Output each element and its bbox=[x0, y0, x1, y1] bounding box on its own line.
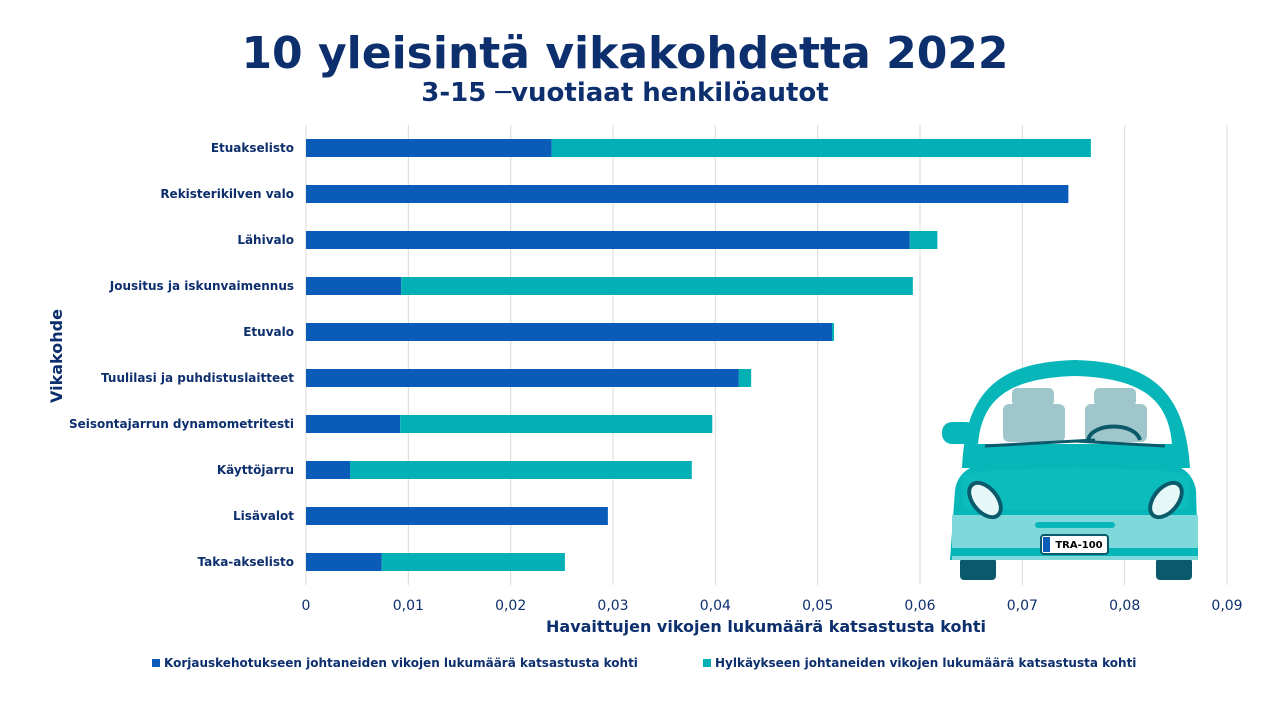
bar-series2 bbox=[401, 277, 913, 295]
car-seat-left-head bbox=[1012, 388, 1054, 406]
car-headlight-left-glass bbox=[971, 484, 999, 516]
x-tick-label: 0,02 bbox=[495, 598, 526, 614]
x-tick-label: 0,08 bbox=[1109, 598, 1140, 614]
chart-subtitle: 3-15 ─vuotiaat henkilöautot bbox=[421, 78, 829, 108]
car-license-plate bbox=[1040, 534, 1109, 555]
x-tick-label: 0,04 bbox=[700, 598, 731, 614]
bar-series2 bbox=[909, 231, 938, 249]
car-hood bbox=[962, 468, 1190, 510]
x-tick-label: 0,05 bbox=[802, 598, 833, 614]
x-tick-label: 0,06 bbox=[904, 598, 935, 614]
car-wiper bbox=[984, 438, 1166, 448]
bar-series2 bbox=[381, 553, 565, 571]
category-label: Rekisterikilven valo bbox=[160, 187, 294, 201]
bar-series2 bbox=[350, 461, 692, 479]
category-label: Seisontajarrun dynamometritesti bbox=[69, 417, 294, 431]
category-label: Lisävalot bbox=[233, 509, 294, 523]
x-tick-label: 0 bbox=[302, 598, 311, 614]
car-plate-eu-strip bbox=[1043, 537, 1050, 552]
category-label: Etuvalo bbox=[243, 325, 294, 339]
chart-title: 10 yleisintä vikakohdetta 2022 bbox=[241, 28, 1009, 79]
x-tick-label: 0,09 bbox=[1211, 598, 1242, 614]
bar-series1 bbox=[306, 415, 401, 433]
x-tick-label: 0,03 bbox=[597, 598, 628, 614]
category-labels: Etuakselisto Rekisterikilven valo Lähivalo… bbox=[69, 141, 294, 569]
legend-item-series1: Korjauskehotukseen johtaneiden vikojen l… bbox=[152, 656, 638, 670]
bar-series2 bbox=[551, 139, 1091, 157]
category-label: Jousitus ja iskunvaimennus bbox=[109, 279, 294, 293]
car-seat-right-head bbox=[1094, 388, 1136, 406]
bar-series2 bbox=[738, 369, 752, 387]
legend-label-series1: Korjauskehotukseen johtaneiden vikojen l… bbox=[164, 656, 638, 670]
category-label: Tuulilasi ja puhdistuslaitteet bbox=[101, 371, 294, 385]
bar-series1 bbox=[306, 461, 351, 479]
bar-series1 bbox=[306, 139, 552, 157]
legend-swatch-series2 bbox=[703, 659, 711, 667]
legend-label-series2: Hylkäykseen johtaneiden vikojen lukumäär… bbox=[715, 656, 1137, 670]
x-axis-title: Havaittujen vikojen lukumäärä katsastust… bbox=[546, 617, 986, 636]
car-wheel-right bbox=[1156, 558, 1192, 580]
x-tick-labels: 0 0,01 0,02 0,03 0,04 0,05 0,06 0,07 0,08 0,09 bbox=[302, 598, 1243, 614]
category-label: Taka-akselisto bbox=[197, 555, 294, 569]
y-axis-title: Vikakohde bbox=[47, 309, 66, 403]
x-tick-label: 0,01 bbox=[393, 598, 424, 614]
legend-swatch-series1 bbox=[152, 659, 160, 667]
bars bbox=[306, 139, 1091, 571]
car-plate-text: TRA-100 bbox=[1055, 540, 1102, 551]
bar-series2 bbox=[831, 323, 835, 341]
car-steering-wheel bbox=[1086, 424, 1142, 441]
car-headlight-right-glass bbox=[1152, 484, 1180, 516]
category-label: Etuakselisto bbox=[211, 141, 294, 155]
bar-series1 bbox=[306, 231, 910, 249]
bar-series1 bbox=[306, 277, 402, 295]
car-illustration: TRA-100 bbox=[942, 360, 1198, 580]
category-label: Lähivalo bbox=[237, 233, 294, 247]
car-wheel-left bbox=[960, 558, 996, 580]
bar-series2 bbox=[400, 415, 713, 433]
x-tick-label: 0,07 bbox=[1007, 598, 1038, 614]
bar-series1 bbox=[306, 507, 608, 525]
car-seat-left-back bbox=[1003, 404, 1065, 442]
bar-series1 bbox=[306, 369, 739, 387]
category-label: Käyttöjarru bbox=[217, 463, 294, 477]
bar-series1 bbox=[306, 185, 1069, 203]
car-grille bbox=[1035, 522, 1115, 528]
legend-item-series2: Hylkäykseen johtaneiden vikojen lukumäär… bbox=[703, 656, 1136, 670]
bar-series1 bbox=[306, 553, 382, 571]
bar-series1 bbox=[306, 323, 832, 341]
